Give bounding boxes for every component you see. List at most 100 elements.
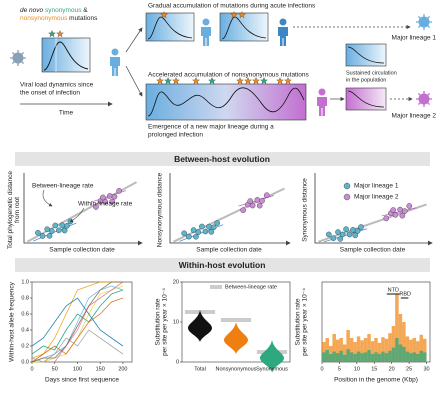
y-axis-label: Within-host allele frequency bbox=[9, 281, 16, 362]
sample-point bbox=[56, 227, 62, 234]
sample-point bbox=[93, 204, 99, 210]
rate-bar bbox=[353, 354, 357, 362]
sample-point bbox=[399, 212, 406, 219]
load-curve bbox=[147, 87, 305, 117]
sample-point bbox=[39, 233, 46, 239]
sample-point bbox=[350, 227, 356, 233]
y-axis-label: Synonymous distance bbox=[302, 178, 309, 242]
axes bbox=[23, 173, 143, 246]
sample-point bbox=[330, 235, 337, 241]
rate-bar bbox=[381, 337, 385, 362]
sample-point bbox=[193, 233, 199, 240]
sample-point bbox=[401, 208, 408, 214]
rate-bar bbox=[332, 351, 336, 362]
rate-bar bbox=[367, 334, 371, 362]
sample-point bbox=[346, 231, 353, 238]
rate-bar bbox=[388, 350, 392, 362]
axes bbox=[314, 173, 433, 246]
rate-bar bbox=[395, 338, 399, 362]
viral-load-label: the onset of infection bbox=[20, 90, 80, 97]
x-tick-label: 30 bbox=[423, 366, 429, 372]
virus-icon bbox=[9, 49, 27, 67]
axes bbox=[169, 173, 291, 246]
x-tick-label: 20 bbox=[389, 366, 395, 372]
rate-bar bbox=[356, 351, 361, 362]
domain-label: RBD bbox=[399, 291, 411, 297]
allele-line bbox=[31, 281, 123, 359]
y-tick-label: 0.8 bbox=[21, 295, 29, 301]
sample-point bbox=[240, 207, 246, 214]
rate-bar bbox=[377, 342, 382, 362]
domain-label: NTD bbox=[388, 287, 399, 293]
rate-bar bbox=[342, 344, 347, 362]
sample-point bbox=[339, 231, 346, 238]
violin bbox=[188, 310, 212, 342]
sample-point bbox=[61, 227, 68, 234]
circulation-box bbox=[345, 87, 387, 111]
x-axis-label: Sample collection date bbox=[49, 247, 115, 254]
legend-label: Major lineage 1 bbox=[354, 183, 399, 190]
time-label: Time bbox=[59, 110, 74, 117]
rate-bar bbox=[360, 353, 364, 362]
y-axis-label: Substitution rate bbox=[155, 298, 162, 345]
virus-icon bbox=[415, 90, 433, 108]
rate-bar bbox=[405, 351, 410, 362]
legend-marker bbox=[343, 193, 351, 201]
annotation-arrow bbox=[69, 207, 85, 223]
viral-load-label: Viral load dynamics since bbox=[20, 82, 94, 89]
rate-bar bbox=[322, 352, 326, 362]
sample-point bbox=[202, 228, 209, 235]
sample-point bbox=[52, 222, 59, 229]
intro-text: & bbox=[83, 7, 88, 14]
x-tick-label: 100 bbox=[73, 366, 82, 372]
rate-bar bbox=[409, 339, 413, 362]
x-tick-label: 150 bbox=[96, 366, 105, 372]
legend-marker bbox=[210, 285, 222, 289]
sample-point bbox=[397, 206, 403, 213]
y-tick-label: 0.6 bbox=[21, 311, 29, 317]
x-axis-label: Sample collection date bbox=[196, 247, 262, 254]
sample-point bbox=[109, 198, 115, 205]
rate-bar bbox=[353, 342, 357, 362]
arrow bbox=[125, 65, 143, 97]
sample-point bbox=[383, 215, 390, 222]
legend-marker bbox=[343, 182, 351, 190]
x-axis-label: Position in the genome (Kbp) bbox=[334, 377, 418, 384]
virus-icon bbox=[415, 13, 433, 31]
rate-bar bbox=[402, 322, 406, 362]
sample-point bbox=[337, 236, 344, 242]
rate-bar bbox=[388, 333, 392, 362]
rate-bar bbox=[322, 342, 326, 362]
rate-bar bbox=[423, 352, 427, 362]
acute-caption: Gradual accumulation of mutations during… bbox=[148, 3, 316, 10]
rate-bar bbox=[402, 346, 406, 362]
circulation-curve bbox=[347, 90, 385, 108]
y-tick-label: 0 bbox=[176, 359, 179, 365]
sample-point bbox=[102, 199, 108, 205]
annotation: Within-lineage rate bbox=[78, 201, 133, 208]
sample-point bbox=[199, 223, 205, 230]
between-lineage-line bbox=[318, 203, 427, 243]
rate-bar bbox=[370, 354, 375, 362]
sample-point bbox=[100, 194, 106, 201]
sample-point bbox=[343, 226, 349, 232]
rate-bar bbox=[405, 336, 410, 362]
rate-bar bbox=[412, 352, 417, 362]
sample-point bbox=[214, 220, 220, 226]
sample-point bbox=[116, 188, 122, 194]
x-tick-label: 15 bbox=[371, 366, 377, 372]
circulation-label: in the population bbox=[346, 77, 386, 83]
sample-point bbox=[190, 227, 197, 233]
sample-point bbox=[49, 228, 55, 234]
prolonged-caption: Accelerated accumulation of nonsynonymou… bbox=[148, 72, 310, 79]
x-tick-label: Nonsynonymous bbox=[216, 366, 257, 372]
y-axis-label: Nonsynonymous distance bbox=[157, 172, 164, 247]
sample-point bbox=[256, 202, 263, 209]
section-title: Within-host evolution bbox=[179, 260, 266, 270]
annotation-arrow bbox=[42, 189, 53, 207]
legend-label: Between-lineage rate bbox=[225, 284, 277, 290]
x-tick-label: Synonymous bbox=[256, 366, 288, 372]
x-tick-label: 10 bbox=[354, 366, 360, 372]
rate-bar bbox=[419, 334, 424, 362]
